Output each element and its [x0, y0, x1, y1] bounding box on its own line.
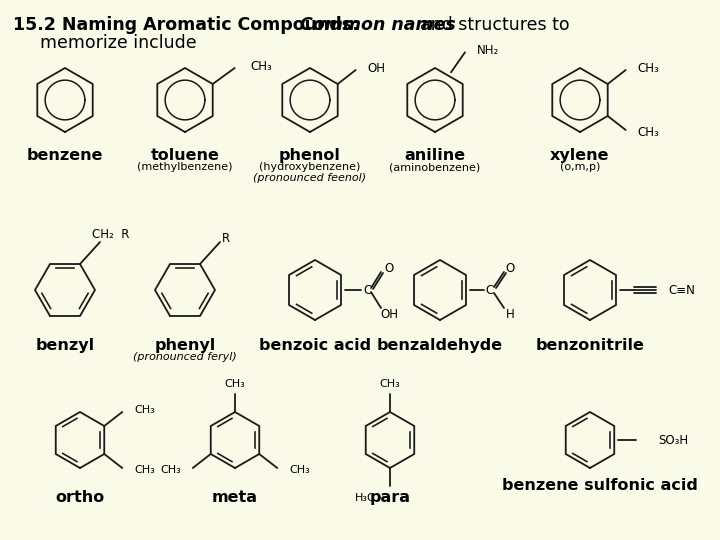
Text: SO₃H: SO₃H — [658, 434, 688, 447]
Text: phenol: phenol — [279, 148, 341, 163]
Text: (hydroxybenzene): (hydroxybenzene) — [259, 162, 361, 172]
Text: phenyl: phenyl — [154, 338, 215, 353]
Text: CH₃: CH₃ — [638, 125, 660, 138]
Text: and structures to: and structures to — [420, 16, 570, 34]
Text: CH₃: CH₃ — [289, 465, 310, 475]
Text: CH₃: CH₃ — [134, 405, 155, 415]
Text: CH₂  R: CH₂ R — [92, 227, 130, 240]
Text: CH₃: CH₃ — [251, 59, 272, 72]
Text: NH₂: NH₂ — [477, 44, 499, 57]
Text: benzonitrile: benzonitrile — [536, 338, 644, 353]
Text: benzaldehyde: benzaldehyde — [377, 338, 503, 353]
Text: 15.2 Naming Aromatic Compounds:: 15.2 Naming Aromatic Compounds: — [13, 16, 359, 34]
Text: C: C — [363, 284, 371, 296]
Text: toluene: toluene — [150, 148, 220, 163]
Text: C≡N: C≡N — [668, 284, 695, 296]
Text: CH₃: CH₃ — [638, 62, 660, 75]
Text: ortho: ortho — [55, 490, 104, 505]
Text: OH: OH — [380, 307, 398, 321]
Text: (pronounced feryl): (pronounced feryl) — [133, 352, 237, 362]
Text: CH₃: CH₃ — [379, 379, 400, 389]
Text: O: O — [384, 261, 394, 274]
Text: benzyl: benzyl — [35, 338, 94, 353]
Text: benzene: benzene — [27, 148, 103, 163]
Text: H: H — [505, 307, 514, 321]
Text: benzene sulfonic acid: benzene sulfonic acid — [502, 478, 698, 493]
Text: CH₃: CH₃ — [134, 465, 155, 475]
Text: benzoic acid: benzoic acid — [259, 338, 371, 353]
Text: CH₃: CH₃ — [225, 379, 246, 389]
Text: CH₃: CH₃ — [160, 465, 181, 475]
Text: O: O — [505, 261, 515, 274]
Text: para: para — [369, 490, 410, 505]
Text: Common names: Common names — [300, 16, 456, 34]
Text: aniline: aniline — [405, 148, 466, 163]
Text: memorize include: memorize include — [40, 34, 197, 52]
Text: (o,m,p): (o,m,p) — [560, 162, 600, 172]
Text: (methylbenzene): (methylbenzene) — [138, 162, 233, 172]
Text: (aminobenzene): (aminobenzene) — [390, 162, 481, 172]
Text: H₃C: H₃C — [355, 493, 376, 503]
Text: C: C — [486, 284, 494, 296]
Text: (pronounced feenol): (pronounced feenol) — [253, 173, 366, 183]
Text: xylene: xylene — [550, 148, 610, 163]
Text: meta: meta — [212, 490, 258, 505]
Text: R: R — [222, 232, 230, 245]
Text: OH: OH — [368, 62, 386, 75]
